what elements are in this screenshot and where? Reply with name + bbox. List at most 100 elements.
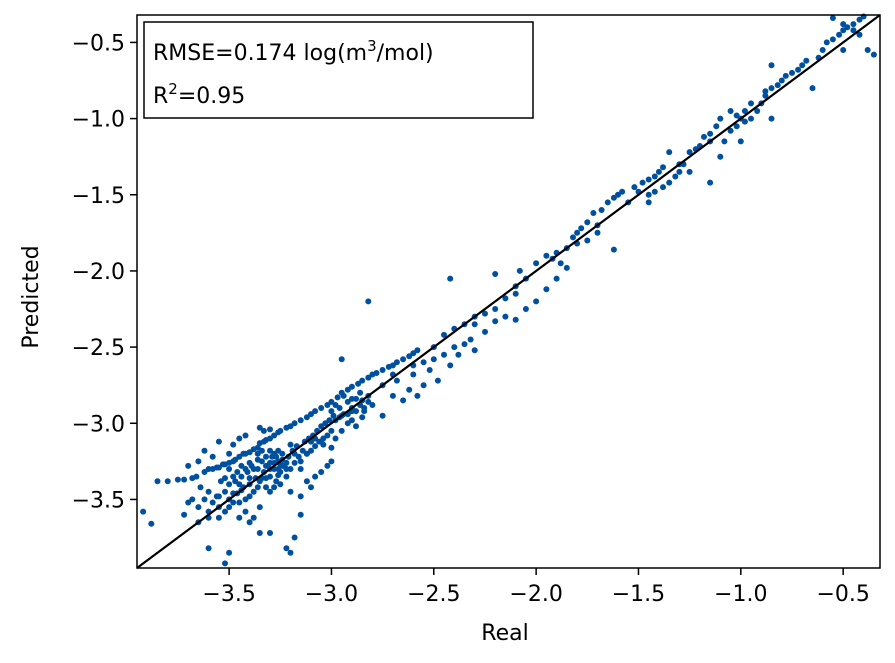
- data-point: [271, 484, 278, 491]
- data-point: [164, 478, 171, 485]
- data-point: [328, 444, 335, 451]
- data-point: [379, 367, 386, 373]
- data-point: [205, 488, 212, 495]
- data-point: [226, 466, 233, 472]
- data-point: [140, 508, 147, 515]
- data-point: [230, 441, 237, 448]
- data-point: [584, 219, 591, 226]
- data-point: [619, 188, 626, 195]
- data-point: [226, 504, 233, 511]
- data-point: [242, 508, 249, 515]
- data-point: [226, 450, 233, 457]
- data-point: [774, 82, 781, 89]
- data-point: [393, 377, 400, 384]
- data-point: [275, 472, 282, 479]
- data-point: [297, 417, 304, 424]
- data-point: [254, 444, 261, 451]
- data-point: [829, 15, 836, 21]
- data-point: [727, 108, 734, 114]
- data-point: [819, 47, 826, 53]
- data-point: [348, 395, 355, 402]
- data-point: [215, 514, 222, 521]
- data-point: [215, 438, 222, 445]
- data-point: [357, 389, 364, 396]
- data-point: [610, 246, 617, 253]
- data-point: [246, 459, 253, 466]
- data-point: [420, 359, 427, 366]
- data-point: [267, 530, 273, 536]
- data-point: [482, 310, 488, 317]
- data-point: [324, 462, 331, 469]
- data-point: [721, 138, 728, 145]
- data-point: [256, 530, 263, 536]
- data-point: [594, 229, 601, 236]
- data-point: [222, 508, 228, 515]
- data-point: [303, 478, 310, 485]
- data-point: [365, 374, 372, 381]
- data-point: [238, 473, 245, 480]
- data-point: [782, 72, 789, 79]
- data-point: [338, 427, 345, 434]
- data-point: [332, 435, 339, 442]
- data-point: [185, 462, 192, 469]
- y-tick-label: −3.0: [72, 412, 125, 437]
- data-point: [353, 395, 359, 402]
- data-point: [574, 229, 581, 236]
- data-point: [283, 545, 290, 552]
- metrics-annotation: RMSE=0.174 log(m3/mol) R2=0.95: [143, 21, 534, 119]
- data-point: [277, 481, 284, 488]
- data-point: [263, 475, 269, 482]
- data-point: [303, 450, 310, 457]
- data-point: [263, 484, 269, 491]
- y-tick-label: −2.0: [72, 260, 125, 285]
- data-point: [303, 414, 310, 421]
- data-point: [297, 511, 304, 518]
- data-point: [406, 353, 413, 360]
- data-point: [610, 194, 617, 201]
- data-point: [482, 328, 488, 335]
- data-point: [215, 493, 222, 500]
- data-point: [701, 133, 707, 140]
- data-point: [615, 191, 621, 198]
- data-point: [639, 179, 646, 186]
- x-tick-label: −0.5: [816, 582, 869, 607]
- data-point: [308, 484, 314, 491]
- data-point: [512, 290, 519, 297]
- data-point: [365, 298, 372, 305]
- x-tick-label: −2.5: [407, 582, 460, 607]
- data-point: [455, 351, 462, 358]
- data-point: [840, 47, 847, 53]
- data-point: [426, 367, 433, 373]
- data-point: [185, 499, 192, 506]
- data-point: [332, 402, 339, 408]
- data-point: [250, 466, 257, 472]
- data-point: [236, 481, 243, 488]
- data-point: [318, 438, 325, 445]
- data-point: [234, 469, 241, 475]
- data-point: [222, 488, 228, 495]
- data-point: [713, 123, 720, 130]
- y-tick-label: −1.5: [72, 184, 125, 209]
- data-point: [326, 417, 333, 424]
- data-point: [195, 458, 202, 465]
- data-point: [205, 545, 212, 552]
- data-point: [236, 514, 243, 521]
- data-point: [604, 199, 611, 206]
- data-point: [676, 168, 683, 175]
- y-axis-title: Predicted: [19, 245, 44, 348]
- points-layer: [140, 13, 877, 567]
- x-tick-label: −2.0: [509, 582, 562, 607]
- data-point: [660, 164, 666, 171]
- data-point: [856, 16, 863, 23]
- reference-line: [136, 14, 881, 569]
- data-point: [254, 484, 261, 491]
- data-point: [236, 453, 243, 460]
- data-point: [727, 127, 734, 134]
- data-point: [275, 466, 282, 472]
- data-point: [201, 496, 208, 503]
- data-point: [410, 371, 417, 378]
- data-point: [328, 398, 335, 405]
- data-point: [344, 420, 351, 427]
- data-point: [291, 459, 298, 466]
- data-point: [201, 469, 208, 475]
